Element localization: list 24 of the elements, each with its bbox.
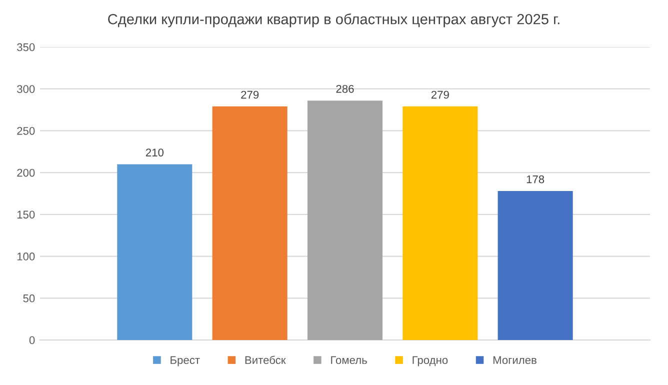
y-tick-label: 150: [17, 210, 35, 219]
chart-title: Сделки купли-продажи квартир в областных центрах август 2025 г.: [108, 13, 560, 28]
data-label: 279: [431, 90, 449, 99]
data-label: 210: [146, 148, 164, 156]
legend-label: Брест: [170, 356, 200, 366]
y-tick-label: 100: [17, 252, 35, 260]
y-tick-label: 50: [23, 294, 35, 302]
y-tick-label: 250: [17, 126, 35, 135]
bar: [402, 106, 478, 340]
y-tick-label: 0: [29, 336, 35, 344]
y-tick-label: 200: [17, 168, 35, 177]
bar: [212, 106, 288, 340]
legend-label: Гродно: [412, 356, 448, 366]
y-tick-label: 300: [17, 85, 35, 93]
data-label: 286: [336, 84, 354, 93]
data-label: 279: [241, 90, 259, 99]
bar: [117, 164, 192, 340]
legend-label: Могилев: [493, 356, 536, 364]
data-label: 178: [526, 175, 544, 184]
bar: [307, 100, 383, 340]
legend-label: Гомель: [331, 356, 367, 364]
legend-label: Витебск: [245, 356, 286, 364]
y-tick-label: 350: [17, 43, 35, 52]
bar: [498, 190, 573, 340]
